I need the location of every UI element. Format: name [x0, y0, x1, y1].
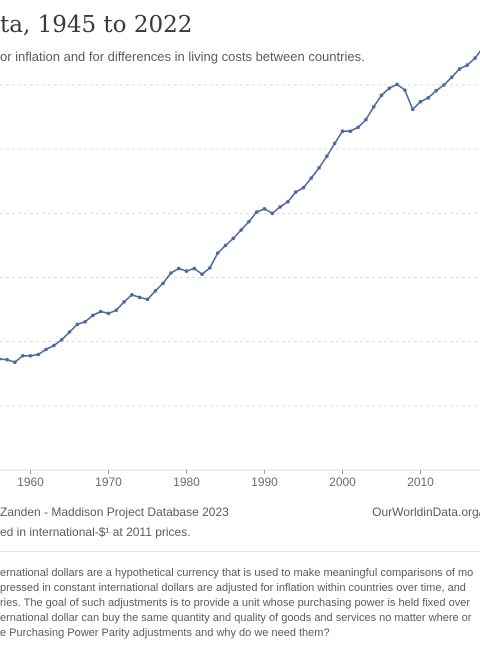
data-point[interactable]	[325, 154, 329, 159]
source-text: Zanden - Maddison Project Database 2023	[0, 505, 229, 519]
data-point[interactable]	[364, 117, 368, 122]
owid-link[interactable]: OurWorldinData.org/	[372, 505, 480, 519]
series-line[interactable]	[0, 40, 480, 364]
data-point[interactable]	[176, 266, 181, 271]
data-point[interactable]	[293, 190, 298, 194]
footnote-line-1: ernational dollars are a hypothetical cu…	[0, 567, 474, 579]
chart-subtitle: or inflation and for differences in livi…	[0, 49, 365, 64]
data-point[interactable]	[13, 360, 17, 365]
data-point[interactable]	[278, 205, 282, 209]
data-point[interactable]	[309, 176, 314, 180]
data-point[interactable]	[239, 228, 243, 232]
data-point[interactable]	[270, 211, 275, 216]
x-tick-label: 1960	[17, 475, 44, 489]
data-point[interactable]	[254, 210, 259, 214]
data-point[interactable]	[44, 347, 48, 352]
data-point[interactable]	[208, 266, 212, 270]
data-point[interactable]	[434, 88, 438, 93]
data-point[interactable]	[442, 83, 446, 87]
chart-title: ta, 1945 to 2022	[0, 12, 193, 38]
data-point[interactable]	[169, 271, 173, 275]
data-point[interactable]	[192, 266, 197, 271]
data-point[interactable]	[5, 357, 9, 362]
data-point[interactable]	[98, 309, 103, 314]
x-tick-label: 1970	[95, 475, 122, 489]
data-point[interactable]	[0, 357, 2, 361]
data-point[interactable]	[457, 67, 462, 71]
data-point[interactable]	[348, 129, 353, 133]
data-point[interactable]	[395, 82, 399, 87]
data-point[interactable]	[75, 322, 80, 327]
data-point[interactable]	[145, 297, 150, 302]
series-points[interactable]	[0, 38, 480, 365]
data-point[interactable]	[52, 343, 56, 348]
data-point[interactable]	[286, 199, 290, 204]
data-point[interactable]	[262, 207, 267, 211]
data-point[interactable]	[247, 219, 251, 224]
data-point[interactable]	[473, 56, 477, 60]
data-point[interactable]	[59, 337, 64, 342]
data-point[interactable]	[387, 86, 392, 91]
data-point[interactable]	[215, 251, 220, 255]
data-point[interactable]	[340, 129, 345, 133]
data-point[interactable]	[332, 141, 337, 146]
data-point[interactable]	[371, 105, 376, 109]
x-axis-ticks: 1960 1970 1980 1990 2000 2010	[17, 470, 434, 489]
data-point[interactable]	[200, 272, 204, 277]
data-point[interactable]	[114, 308, 119, 313]
data-point[interactable]	[106, 311, 111, 316]
data-point[interactable]	[130, 293, 134, 297]
data-point[interactable]	[356, 125, 360, 130]
x-tick-label: 1990	[251, 475, 278, 489]
footnote-line-5: e Purchasing Power Parity adjustments an…	[0, 627, 330, 639]
x-tick-label: 2010	[407, 475, 434, 489]
x-tick-label: 1980	[173, 475, 200, 489]
data-point[interactable]	[403, 88, 407, 92]
data-point[interactable]	[184, 269, 189, 273]
data-point[interactable]	[449, 75, 454, 80]
data-point[interactable]	[418, 99, 423, 104]
gridlines	[0, 84, 480, 471]
data-point[interactable]	[426, 96, 431, 100]
data-point[interactable]	[83, 319, 87, 324]
line-chart: 1960 1970 1980 1990 2000 2010	[0, 38, 480, 489]
data-point[interactable]	[153, 289, 158, 293]
data-point[interactable]	[301, 185, 306, 190]
data-point[interactable]	[379, 93, 384, 98]
footnote-line-2: pressed in constant international dollar…	[0, 582, 466, 594]
data-point[interactable]	[410, 107, 415, 112]
data-point[interactable]	[28, 353, 33, 358]
units-note: ed in international-$¹ at 2011 prices.	[0, 525, 191, 539]
data-point[interactable]	[317, 165, 321, 170]
footnote-line-4: ernational dollar can buy the same quant…	[0, 612, 472, 624]
data-point[interactable]	[20, 353, 25, 358]
data-point[interactable]	[36, 352, 41, 357]
data-point[interactable]	[231, 236, 236, 241]
footnote-line-3: ries. The goal of such adjustments is to…	[0, 597, 470, 609]
x-tick-label: 2000	[329, 475, 356, 489]
data-point[interactable]	[67, 330, 72, 334]
data-point[interactable]	[465, 63, 470, 67]
footnote: ernational dollars are a hypothetical cu…	[0, 566, 473, 641]
data-point[interactable]	[223, 243, 228, 248]
data-point[interactable]	[161, 281, 165, 286]
divider	[0, 551, 480, 552]
data-point[interactable]	[122, 300, 126, 304]
data-point[interactable]	[137, 295, 142, 300]
data-point[interactable]	[91, 313, 95, 318]
